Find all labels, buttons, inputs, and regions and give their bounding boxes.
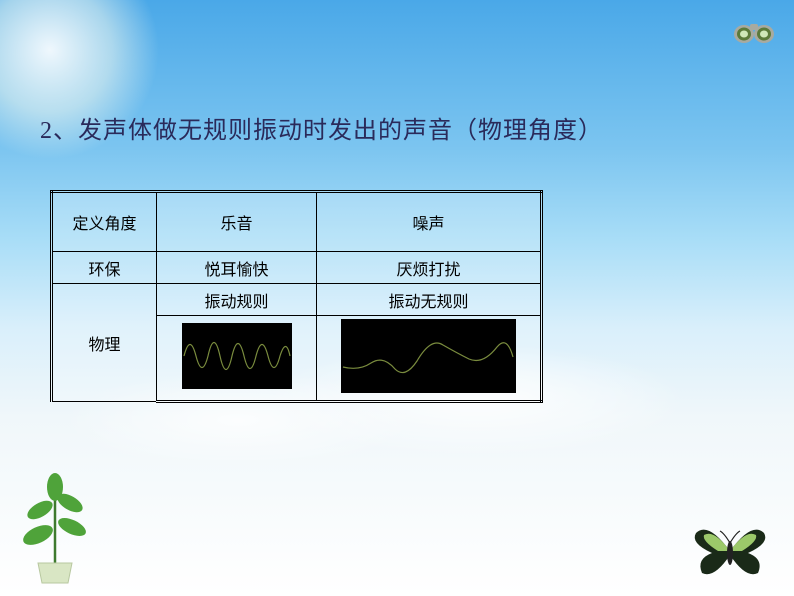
cell-env-noise: 厌烦打扰	[317, 252, 542, 284]
regular-wave-icon	[182, 323, 292, 389]
slide-title: 2、发声体做无规则振动时发出的声音（物理角度）	[40, 110, 603, 145]
row-env-label: 环保	[52, 252, 157, 284]
th-noise: 噪声	[317, 192, 542, 252]
plant-icon	[10, 455, 100, 590]
irregular-wave-icon	[341, 319, 516, 393]
comparison-table: 定义角度 乐音 噪声 环保 悦耳愉快 厌烦打扰 物理 振动规则 振动无规则	[50, 190, 543, 403]
cell-phys-noise-txt: 振动无规则	[317, 284, 542, 316]
cell-regular-wave	[157, 316, 317, 402]
row-phys-label: 物理	[52, 284, 157, 402]
cell-phys-music-txt: 振动规则	[157, 284, 317, 316]
binoculars-icon	[732, 16, 776, 46]
cell-env-music: 悦耳愉快	[157, 252, 317, 284]
cell-irregular-wave	[317, 316, 542, 402]
th-definition: 定义角度	[52, 192, 157, 252]
butterfly-icon	[690, 519, 770, 588]
th-music: 乐音	[157, 192, 317, 252]
